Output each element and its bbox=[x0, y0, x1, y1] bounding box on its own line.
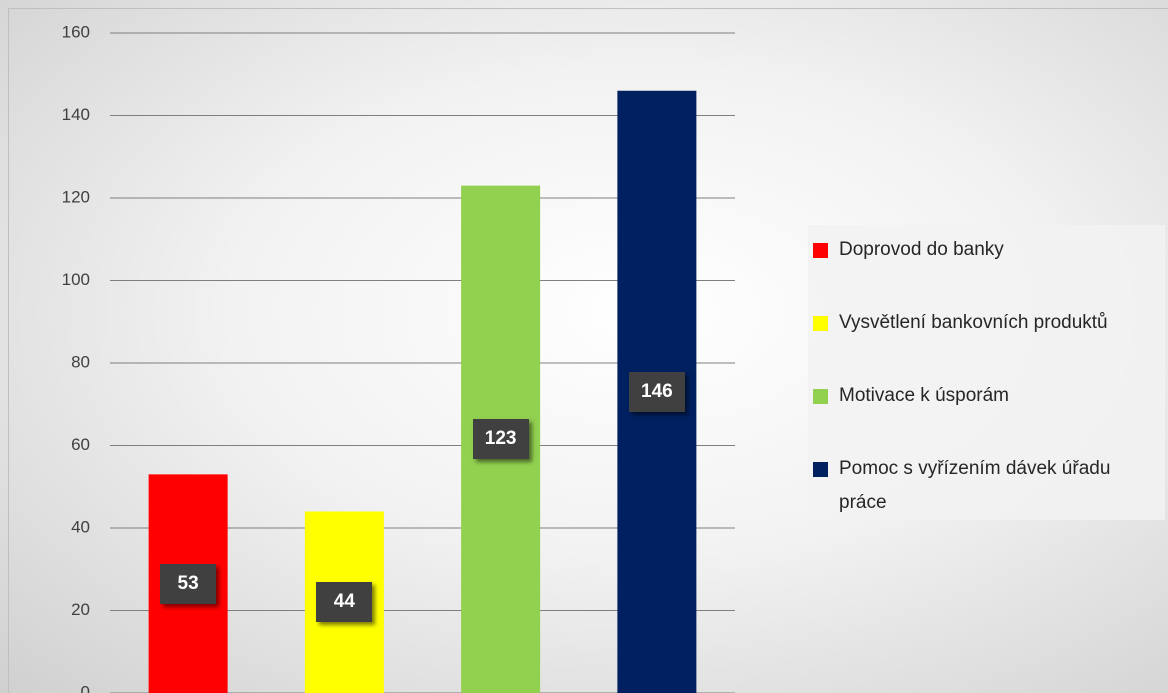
legend: Doprovod do banky Vysvětlení bankovních p… bbox=[808, 225, 1165, 520]
legend-swatch bbox=[813, 243, 828, 258]
legend-label: Motivace k úsporám bbox=[839, 385, 1010, 406]
legend-swatch bbox=[813, 462, 828, 477]
legend-entry: Doprovod do banky bbox=[813, 233, 1158, 267]
y-tick-label: 0 bbox=[81, 682, 90, 693]
legend-label: Pomoc s vyřízením dávek úřadu práce bbox=[839, 458, 1111, 513]
data-label: 44 bbox=[316, 582, 373, 623]
y-tick-label: 100 bbox=[62, 270, 90, 289]
chart-frame bbox=[8, 8, 1168, 693]
y-tick-label: 140 bbox=[62, 105, 90, 124]
data-label: 146 bbox=[628, 371, 685, 412]
y-tick-label: 80 bbox=[71, 352, 90, 371]
legend-swatch bbox=[813, 389, 828, 404]
legend-entry: Pomoc s vyřízením dávek úřadu práce bbox=[813, 452, 1158, 520]
legend-label: Doprovod do banky bbox=[839, 239, 1004, 260]
legend-swatch bbox=[813, 316, 828, 331]
y-tick-label: 40 bbox=[71, 517, 90, 536]
y-tick-label: 120 bbox=[62, 187, 90, 206]
y-tick-label: 60 bbox=[71, 435, 90, 454]
legend-entry: Vysvětlení bankovních produktů bbox=[813, 306, 1158, 340]
legend-entry: Motivace k úsporám bbox=[813, 379, 1158, 413]
data-label: 53 bbox=[160, 563, 217, 604]
data-label: 123 bbox=[472, 419, 529, 460]
legend-label: Vysvětlení bankovních produktů bbox=[839, 312, 1108, 333]
y-tick-label: 160 bbox=[62, 22, 90, 41]
y-tick-label: 20 bbox=[71, 600, 90, 619]
